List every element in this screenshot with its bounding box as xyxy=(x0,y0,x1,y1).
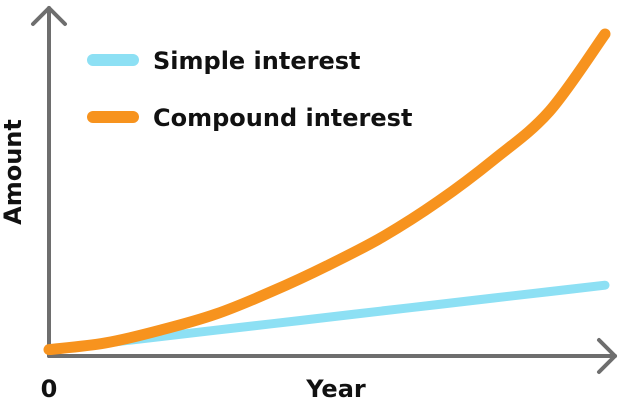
y-axis-arrowhead xyxy=(31,6,67,26)
y-axis-label: Amount xyxy=(0,119,27,225)
series-line-compound-interest xyxy=(43,28,611,356)
legend: Simple interest Compound interest xyxy=(87,47,412,132)
legend-label-compound-interest: Compound interest xyxy=(153,104,412,132)
x-axis-arrowhead xyxy=(597,338,617,374)
series-group xyxy=(43,28,611,356)
x-axis-label: Year xyxy=(305,375,366,402)
x-tick-label-0: 0 xyxy=(41,375,58,402)
legend-label-simple-interest: Simple interest xyxy=(153,47,361,75)
